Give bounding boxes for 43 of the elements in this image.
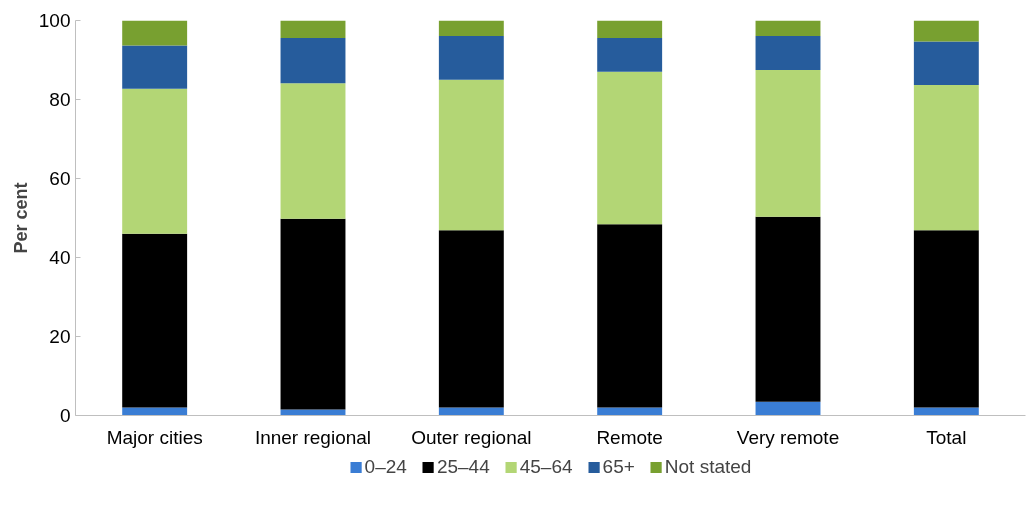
bar <box>755 20 821 36</box>
legend-label: 45–64 <box>519 456 573 478</box>
legend-label: 65+ <box>602 456 635 478</box>
bar <box>280 218 346 410</box>
bar <box>280 20 346 38</box>
x-tick-label: Remote <box>596 426 663 448</box>
bar <box>913 20 979 42</box>
bar <box>755 69 821 217</box>
bar <box>280 83 346 219</box>
bar <box>438 79 504 231</box>
bar <box>280 37 346 84</box>
bar <box>913 84 979 231</box>
bar <box>755 401 821 416</box>
x-tick-label: Total <box>926 426 967 448</box>
bar <box>597 37 663 72</box>
y-tick-label: 20 <box>49 326 71 347</box>
y-tick-label: 60 <box>49 168 71 189</box>
y-tick-label: 100 <box>38 10 71 31</box>
legend-label: 25–44 <box>436 456 490 478</box>
bar <box>755 216 821 402</box>
y-tick-label: 0 <box>59 405 71 426</box>
bar <box>438 35 504 80</box>
bar <box>755 35 821 70</box>
bar <box>122 20 188 46</box>
bar <box>913 230 979 408</box>
legend-label: Not stated <box>664 456 752 478</box>
bar <box>597 20 663 38</box>
y-tick-label: 80 <box>49 89 71 110</box>
bar <box>438 230 504 408</box>
x-tick-label: Inner regional <box>254 426 372 448</box>
bar <box>597 71 663 225</box>
x-tick-label: Very remote <box>736 426 840 448</box>
x-tick-label: Major cities <box>106 426 203 448</box>
bar <box>122 88 188 234</box>
legend-label: 0–24 <box>364 456 407 478</box>
bar <box>122 233 188 408</box>
y-axis-title: Per cent <box>10 182 31 254</box>
bar <box>913 41 979 85</box>
bar <box>597 224 663 408</box>
bar <box>122 45 188 89</box>
x-tick-label: Outer regional <box>411 426 532 448</box>
bar <box>438 20 504 36</box>
y-tick-label: 40 <box>49 247 71 268</box>
